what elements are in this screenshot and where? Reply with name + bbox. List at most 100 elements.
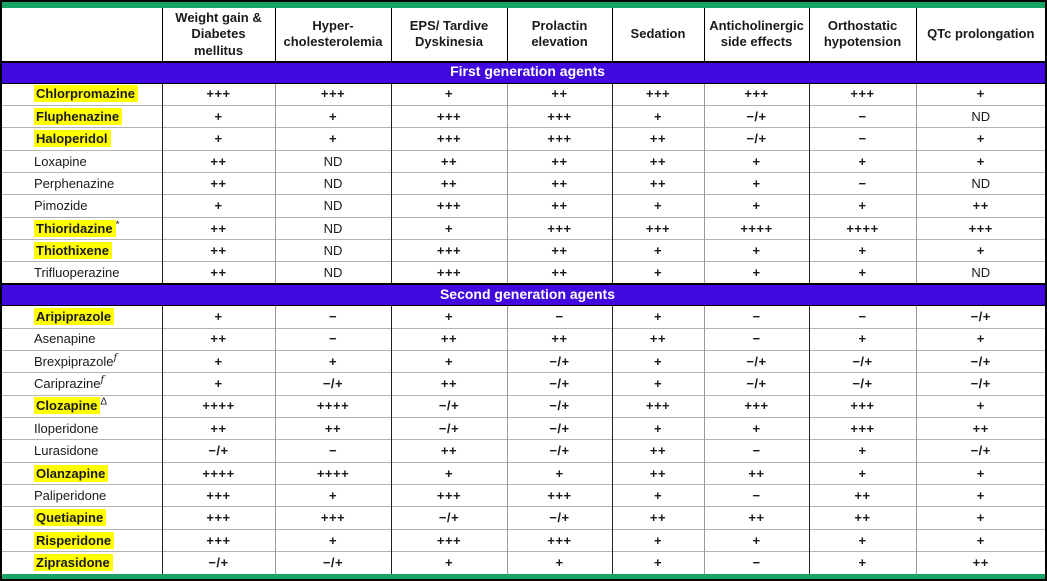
- rating-cell: +++: [808, 82, 916, 106]
- rating-cell: +: [611, 484, 704, 507]
- rating-cell: ++: [390, 149, 507, 173]
- rating-cell: +++: [161, 528, 275, 552]
- drug-name-cell: Thioridazine *: [2, 216, 162, 240]
- column-header: Anticholinergic side effects: [703, 8, 810, 63]
- rating-cell: +++: [703, 394, 809, 418]
- rating-cell: ++: [506, 82, 612, 106]
- drug-name-cell: Loxapine: [2, 149, 162, 173]
- rating-cell: −/+: [161, 439, 275, 463]
- rating-cell: −/+: [703, 372, 809, 396]
- rating-cell: ND: [274, 172, 391, 195]
- rating-cell: ++: [808, 506, 916, 530]
- rating-cell: −/+: [506, 394, 612, 418]
- rating-cell: ND: [274, 261, 391, 285]
- rating-cell: −: [808, 305, 916, 329]
- section-label: First generation agents: [2, 60, 1045, 84]
- rating-cell: +: [703, 416, 809, 440]
- rating-cell: −/+: [274, 551, 391, 574]
- rating-cell: +++: [390, 104, 507, 128]
- drug-name-cell: Thiothixene: [2, 239, 162, 262]
- rating-cell: +++: [506, 528, 612, 552]
- rating-cell: ++++: [274, 461, 391, 485]
- table-row: Iloperidone ++ ++ −/+ −/+ + + +++ ++: [2, 416, 1045, 440]
- rating-cell: −/+: [703, 349, 809, 373]
- rating-cell: ++: [506, 149, 612, 173]
- drug-name-cell: Aripiprazole: [2, 305, 162, 329]
- drug-name: Quetiapine: [34, 509, 107, 527]
- column-header: Prolactin elevation: [506, 8, 613, 63]
- rating-cell: +: [274, 484, 391, 507]
- drug-name-cell: Iloperidone: [2, 416, 162, 440]
- rating-cell: +: [611, 372, 704, 396]
- rating-cell: −/+: [915, 305, 1045, 329]
- rating-cell: ++: [161, 149, 275, 173]
- table-row: Fluphenazine + + +++ +++ + −/+ − ND: [2, 104, 1045, 128]
- rating-cell: −/+: [703, 104, 809, 128]
- table-row: Pimozide + ND +++ ++ + + + ++: [2, 194, 1045, 218]
- rating-cell: ++: [703, 461, 809, 485]
- rating-cell: +: [611, 194, 704, 218]
- rating-cell: +: [808, 461, 916, 485]
- drug-name: Pimozide: [34, 198, 88, 214]
- rating-cell: +++: [506, 484, 612, 507]
- rating-cell: +: [390, 349, 507, 373]
- rating-cell: +: [390, 82, 507, 106]
- rating-cell: ++++: [161, 461, 275, 485]
- rating-cell: +: [161, 305, 275, 329]
- drug-name-cell: Asenapine: [2, 327, 162, 351]
- rating-cell: +: [390, 461, 507, 485]
- rating-cell: ++: [161, 239, 275, 262]
- drug-name-cell: Quetiapine: [2, 506, 162, 530]
- top-accent-bar: [2, 2, 1045, 8]
- rating-cell: ++: [611, 439, 704, 463]
- rating-cell: −/+: [506, 372, 612, 396]
- drug-name: Aripiprazole: [34, 308, 115, 326]
- rating-cell: +: [390, 551, 507, 574]
- rating-cell: ++: [506, 327, 612, 351]
- drug-name: Iloperidone: [34, 420, 99, 436]
- drug-name-cell: Lurasidone: [2, 439, 162, 463]
- table-row: Perphenazine ++ ND ++ ++ ++ + − ND: [2, 172, 1045, 195]
- table-body: First generation agents Chlorpromazine +++…: [2, 60, 1045, 574]
- rating-cell: ++: [611, 461, 704, 485]
- rating-cell: +: [611, 261, 704, 285]
- bottom-accent-bar: [2, 574, 1045, 579]
- rating-cell: +: [161, 372, 275, 396]
- drug-footnote-marker: *: [115, 219, 120, 231]
- column-header: QTc prolongation: [915, 8, 1045, 63]
- rating-cell: ++: [808, 484, 916, 507]
- rating-cell: ++++: [703, 216, 809, 240]
- rating-cell: +: [915, 239, 1045, 262]
- rating-cell: ND: [274, 194, 391, 218]
- drug-name-cell: Chlorpromazine: [2, 82, 162, 106]
- rating-cell: −: [808, 104, 916, 128]
- rating-cell: −/+: [506, 349, 612, 373]
- rating-cell: ++: [915, 194, 1045, 218]
- rating-cell: −/+: [808, 372, 916, 396]
- drug-name: Clozapine: [34, 397, 101, 415]
- rating-cell: +++: [506, 127, 612, 151]
- rating-cell: +: [703, 172, 809, 195]
- rating-cell: +: [703, 149, 809, 173]
- drug-name-cell: Paliperidone: [2, 484, 162, 507]
- rating-cell: +: [915, 149, 1045, 173]
- rating-cell: ++++: [274, 394, 391, 418]
- rating-cell: +: [915, 506, 1045, 530]
- column-header: Sedation: [611, 8, 705, 63]
- rating-cell: ++: [611, 172, 704, 195]
- drug-name: Perphenazine: [34, 175, 115, 191]
- rating-cell: +++: [161, 82, 275, 106]
- rating-cell: +++: [506, 104, 612, 128]
- rating-cell: +: [274, 127, 391, 151]
- rating-cell: +: [703, 528, 809, 552]
- rating-cell: −/+: [506, 506, 612, 530]
- table-row: Olanzapine ++++ ++++ + + ++ ++ + +: [2, 461, 1045, 485]
- rating-cell: ND: [274, 216, 391, 240]
- table-row: Risperidone +++ + +++ +++ + + + +: [2, 528, 1045, 552]
- rating-cell: +: [808, 327, 916, 351]
- rating-cell: +: [274, 528, 391, 552]
- rating-cell: ++: [390, 439, 507, 463]
- header-row: Weight gain & Diabetes mellitus Hyper-cho…: [2, 8, 1045, 63]
- rating-cell: +++: [611, 82, 704, 106]
